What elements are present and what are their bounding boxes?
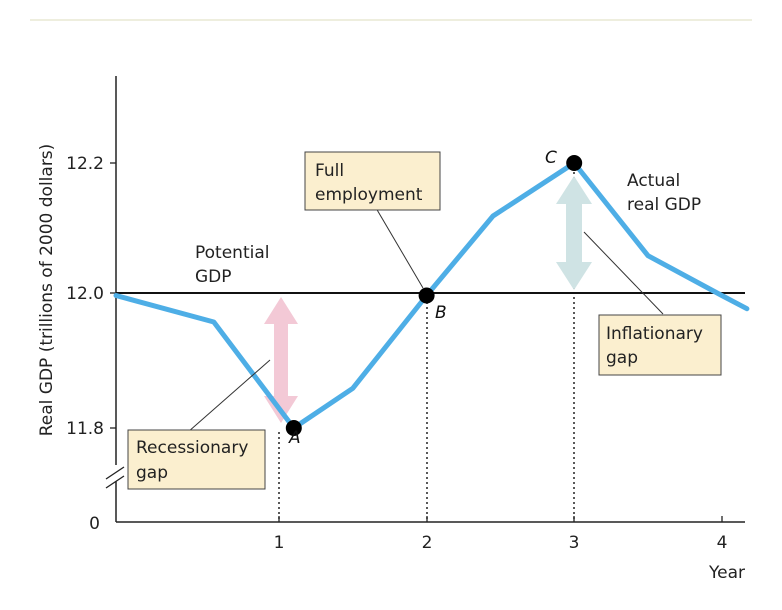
recessionary-gap-box-bg bbox=[127, 429, 266, 490]
y-tick-label-low: 11.8 bbox=[66, 419, 104, 439]
axis-break-icon bbox=[105, 465, 126, 489]
x-tick-label-3: 3 bbox=[569, 533, 580, 553]
actual-gdp-line bbox=[113, 160, 750, 431]
points bbox=[285, 155, 583, 436]
inflationary-gap-arrow-shape bbox=[556, 176, 592, 290]
leader-recessionary-gap bbox=[187, 359, 271, 433]
recessionary-gap-line1: Recessionary bbox=[136, 438, 248, 458]
x-tick-label-1: 1 bbox=[274, 533, 285, 553]
inflationary-gap-line2: gap bbox=[606, 348, 638, 368]
potential-gdp-label-line1: Potential bbox=[195, 243, 269, 263]
recessionary-gap-arrow bbox=[264, 297, 298, 423]
point-a bbox=[285, 420, 302, 436]
full-employment-box-bg bbox=[304, 151, 441, 211]
potential-gdp-label-line2: GDP bbox=[195, 267, 232, 287]
y-axis-title: Real GDP (trillions of 2000 dollars) bbox=[37, 144, 57, 437]
inflationary-gap-box: Inflationary gap bbox=[598, 314, 722, 376]
y-tick-label-high: 12.2 bbox=[66, 154, 104, 174]
point-label-a: A bbox=[288, 428, 301, 448]
point-label-c: C bbox=[545, 148, 557, 168]
inflationary-gap-box-bg bbox=[598, 314, 722, 376]
point-c bbox=[566, 155, 583, 171]
full-employment-line2: employment bbox=[315, 185, 423, 205]
y-tick-label-mid: 12.0 bbox=[66, 284, 104, 304]
point-b bbox=[418, 287, 435, 304]
full-employment-line1: Full bbox=[315, 161, 344, 181]
recessionary-gap-box: Recessionary gap bbox=[127, 429, 266, 490]
recessionary-gap-line2: gap bbox=[136, 463, 168, 483]
full-employment-box: Full employment bbox=[304, 151, 441, 211]
actual-gdp-label-line2: real GDP bbox=[627, 195, 701, 215]
inflationary-gap-arrow bbox=[556, 176, 592, 290]
x-tick-label-4: 4 bbox=[717, 533, 728, 553]
leader-full-employment bbox=[375, 207, 424, 289]
x-tick-label-2: 2 bbox=[422, 533, 433, 553]
inflationary-gap-line1: Inflationary bbox=[606, 324, 703, 344]
recessionary-gap-arrow-shape bbox=[264, 297, 298, 423]
leader-inflationary-gap bbox=[583, 231, 664, 315]
y-tick-label-zero: 0 bbox=[89, 514, 100, 534]
x-axis-title: Year bbox=[708, 563, 745, 583]
actual-gdp-label-line1: Actual bbox=[627, 171, 680, 191]
point-label-b: B bbox=[435, 303, 447, 323]
point-guides bbox=[278, 167, 575, 520]
y-ticks: 12.2 12.0 11.8 0 bbox=[66, 154, 116, 534]
leader-lines bbox=[187, 207, 664, 433]
